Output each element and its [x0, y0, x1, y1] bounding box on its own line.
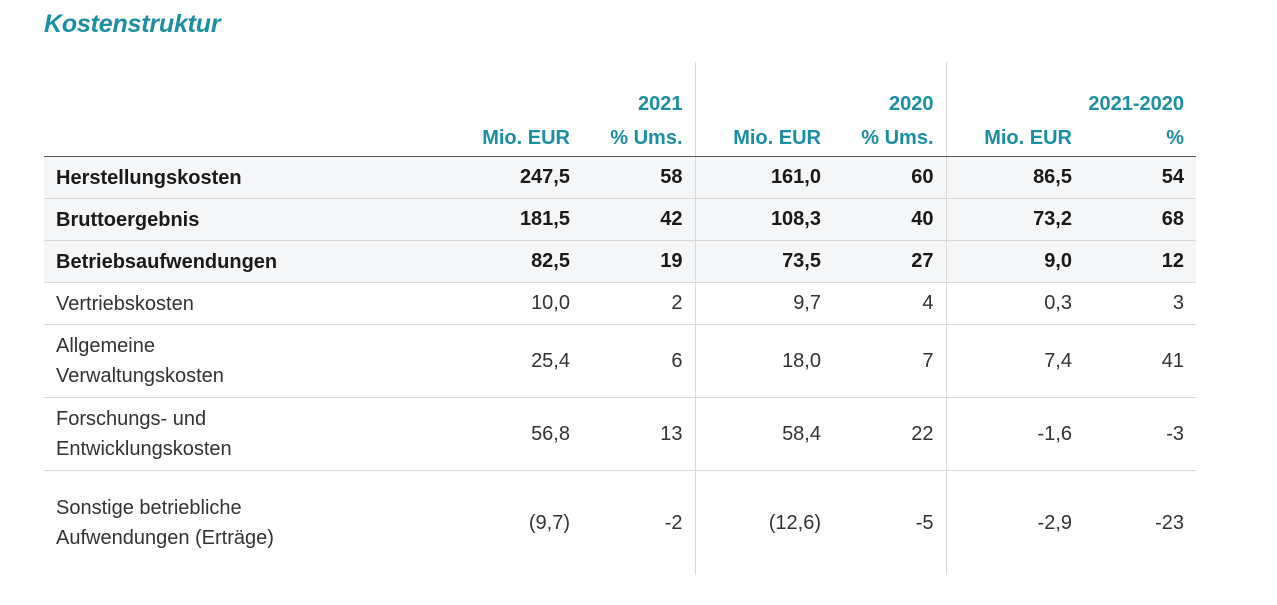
header-blank: [44, 62, 428, 120]
page-title: Kostenstruktur: [44, 10, 221, 38]
row-label: Forschungs- und Entwicklungskosten: [44, 397, 428, 471]
cell-diff-pct: 12: [1084, 240, 1196, 283]
cell-2020-pct: 22: [833, 397, 946, 471]
cost-structure-table: 2021 2020 2021-2020 Mio. EUR % Ums. Mio.…: [44, 62, 1196, 575]
table-row: Herstellungskosten 247,5 58 161,0 60 86,…: [44, 156, 1196, 199]
header-row-units: Mio. EUR % Ums. Mio. EUR % Ums. Mio. EUR…: [44, 120, 1196, 157]
cell-2020-pct: 4: [833, 282, 946, 325]
header-label-cell: [44, 120, 428, 157]
cell-2021-pct: 2: [582, 282, 695, 325]
cell-2021-eur: 247,5: [428, 156, 582, 199]
cell-2021-eur: 10,0: [428, 282, 582, 325]
header-year-2020: 2020: [694, 62, 946, 120]
cell-diff-eur: 73,2: [945, 198, 1084, 241]
cell-2020-pct: 40: [833, 198, 946, 241]
table-row: Forschungs- und Entwicklungskosten 56,8 …: [44, 397, 1196, 471]
cell-diff-pct: -23: [1155, 511, 1184, 534]
header-row-years: 2021 2020 2021-2020: [44, 62, 1196, 120]
subheader-diff-pct: %: [1084, 120, 1196, 157]
cell-diff-eur: 0,3: [945, 282, 1084, 325]
cell-2020-pct: 27: [833, 240, 946, 283]
cell-2021-eur: 25,4: [428, 324, 582, 398]
cell-2020-eur: 58,4: [694, 397, 833, 471]
cell-diff-pct: 3: [1084, 282, 1196, 325]
row-label: Sonstige betriebliche Aufwendungen (Ertr…: [56, 497, 274, 549]
subheader-2020-pct: % Ums.: [833, 120, 946, 157]
cell-2021-eur: 82,5: [428, 240, 582, 283]
cell-2021-eur: (9,7): [528, 511, 570, 534]
cell-2020-eur: 108,3: [694, 198, 833, 241]
cell-diff-pct: -3: [1084, 397, 1196, 471]
cell-2021-pct: 58: [582, 156, 695, 199]
row-label: Herstellungskosten: [44, 156, 428, 199]
cell-diff-eur: -1,6: [945, 397, 1084, 471]
cell-2020-eur: (12,6): [694, 470, 833, 575]
cell-2020-eur: 9,7: [694, 282, 833, 325]
subheader-2021-pct: % Ums.: [582, 120, 695, 157]
table-row: Betriebsaufwendungen 82,5 19 73,5 27 9,0…: [44, 240, 1196, 283]
row-label: Vertriebskosten: [44, 282, 428, 325]
cell-2020-eur: 161,0: [694, 156, 833, 199]
cell-2020-pct: -5: [915, 511, 934, 534]
cell-2020-eur: 18,0: [694, 324, 833, 398]
cell-diff-eur: -2,9: [945, 470, 1084, 575]
cell-diff-pct: 68: [1084, 198, 1196, 241]
subheader-2020-eur: Mio. EUR: [694, 120, 833, 157]
cell-2021-pct: 19: [582, 240, 695, 283]
table-row: Vertriebskosten 10,0 2 9,7 4 0,3 3: [44, 282, 1196, 325]
cell-2021-pct: -2: [664, 511, 683, 534]
header-year-2021: 2021: [638, 93, 683, 115]
cell-diff-eur: 86,5: [945, 156, 1084, 199]
row-label: Betriebsaufwendungen: [44, 240, 428, 283]
cell-2020-pct: 60: [833, 156, 946, 199]
table-row: Bruttoergebnis 181,5 42 108,3 40 73,2 68: [44, 198, 1196, 241]
table-row: Sonstige betriebliche Aufwendungen (Ertr…: [44, 470, 1196, 575]
header-year-diff: 2021-2020: [945, 62, 1196, 120]
cell-2021-pct: 42: [582, 198, 695, 241]
cell-2020-pct: 7: [833, 324, 946, 398]
cell-diff-pct: 41: [1084, 324, 1196, 398]
cell-2021-eur: 181,5: [428, 198, 582, 241]
subheader-diff-eur: Mio. EUR: [945, 120, 1084, 157]
row-label: Bruttoergebnis: [44, 198, 428, 241]
cell-2020-eur: 73,5: [694, 240, 833, 283]
cell-2021-pct: 13: [582, 397, 695, 471]
cell-2021-eur: 56,8: [428, 397, 582, 471]
subheader-2021-eur: Mio. EUR: [428, 120, 582, 157]
cell-diff-pct: 54: [1084, 156, 1196, 199]
cell-diff-eur: 9,0: [945, 240, 1084, 283]
cell-2021-pct: 6: [582, 324, 695, 398]
cell-diff-eur: 7,4: [945, 324, 1084, 398]
row-label: Allgemeine Verwaltungskosten: [44, 324, 428, 398]
table-row: Allgemeine Verwaltungskosten 25,4 6 18,0…: [44, 324, 1196, 398]
